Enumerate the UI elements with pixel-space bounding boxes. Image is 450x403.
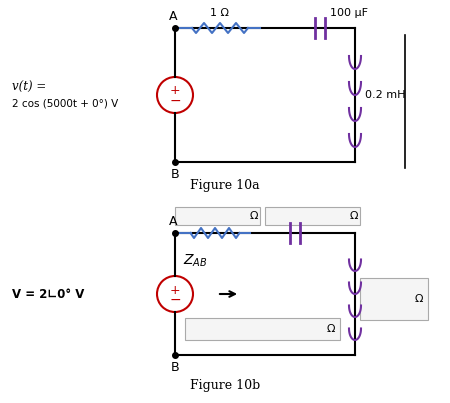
Text: A: A [169,215,177,228]
Text: B: B [171,168,179,181]
Text: B: B [171,361,179,374]
Text: Ω: Ω [414,294,423,304]
Text: $Z_{AB}$: $Z_{AB}$ [183,253,207,269]
Text: 100 μF: 100 μF [330,8,368,18]
Text: Ω: Ω [249,211,258,221]
Text: Ω: Ω [350,211,358,221]
Text: Figure 10a: Figure 10a [190,179,260,191]
Text: Ω: Ω [327,324,335,334]
Text: 1 Ω: 1 Ω [211,8,230,18]
Text: V = 2∟0° V: V = 2∟0° V [12,287,85,301]
Text: v(t) =: v(t) = [12,81,46,93]
Text: +: + [170,283,180,297]
Bar [185,318,340,340]
Bar [175,207,260,225]
Text: Figure 10b: Figure 10b [190,378,260,391]
Bar [360,278,428,320]
Text: A: A [169,10,177,23]
Text: −: − [169,293,181,307]
Text: 0.2 mH: 0.2 mH [365,90,405,100]
Text: +: + [170,85,180,98]
Text: −: − [169,94,181,108]
Bar [265,207,360,225]
Text: 2 cos (5000t + 0°) V: 2 cos (5000t + 0°) V [12,98,118,108]
